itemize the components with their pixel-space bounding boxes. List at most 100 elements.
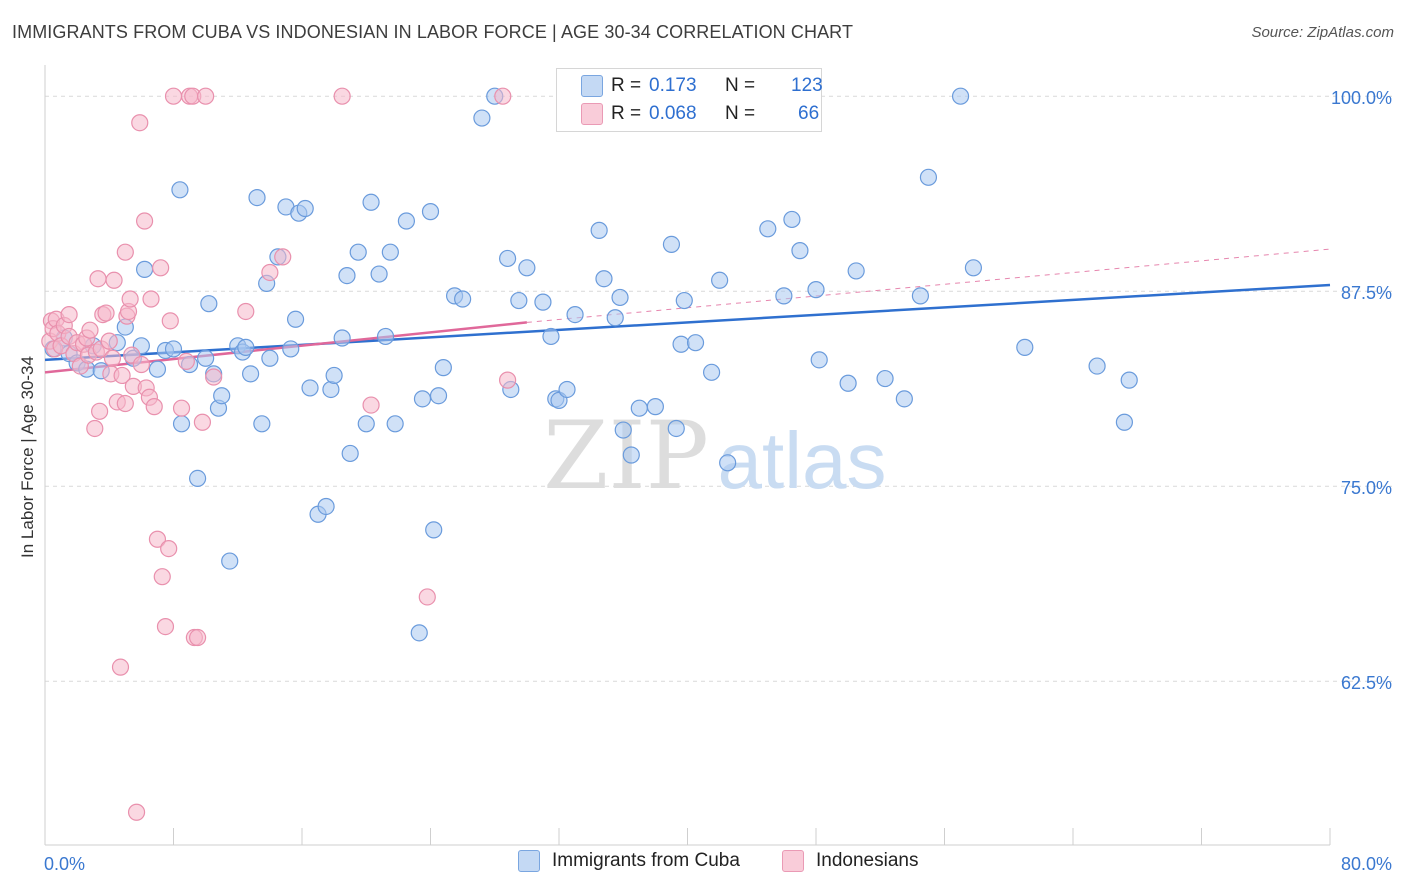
indonesian-point <box>116 243 134 261</box>
cuba-point <box>510 291 528 310</box>
cuba-point <box>518 259 536 277</box>
indonesian-point <box>499 371 517 389</box>
cuba-point <box>362 193 380 211</box>
cuba-point <box>473 109 491 127</box>
cuba-point <box>282 340 300 358</box>
stats-legend: R = 0.173 N = 123 R = 0.068 N = 66 <box>556 68 823 132</box>
y-tick-label: 100.0% <box>1331 88 1392 108</box>
cuba-point <box>188 469 207 487</box>
cuba-point <box>499 249 517 268</box>
cuba-point <box>847 262 865 280</box>
indonesian-point <box>156 617 175 636</box>
legend-n-value: 66 <box>798 103 820 124</box>
cuba-point <box>237 338 255 356</box>
cuba-point <box>213 387 231 405</box>
cuba-point <box>911 287 930 305</box>
cuba-point <box>686 334 705 352</box>
cuba-point <box>1088 357 1106 375</box>
cuba-point <box>425 521 443 539</box>
cuba-point <box>566 306 584 324</box>
y-axis-label: In Labor Force | Age 30-34 <box>18 356 37 558</box>
cuba-point <box>172 415 191 433</box>
cuba-point <box>783 210 801 229</box>
cuba-point <box>895 390 913 408</box>
cuba-point <box>386 415 404 433</box>
cuba-point <box>542 327 560 346</box>
indonesian-point <box>188 628 207 647</box>
cuba-point <box>376 327 395 346</box>
cuba-swatch <box>581 75 603 97</box>
indonesian-point <box>197 87 215 105</box>
cuba-point <box>421 203 440 221</box>
cuba-point <box>197 349 215 367</box>
cuba-point <box>341 444 359 463</box>
cuba-point <box>381 243 399 261</box>
indonesian-point <box>121 290 139 308</box>
cuba-point <box>410 624 428 642</box>
cuba-point <box>675 291 693 310</box>
cuba-point <box>325 366 343 385</box>
cuba-point <box>919 168 938 186</box>
indonesian-point <box>103 349 122 367</box>
cuba-point <box>759 220 777 238</box>
indonesian-point <box>97 304 115 322</box>
x-tick-label: 0.0% <box>44 854 85 874</box>
cuba-point <box>876 369 894 388</box>
cuba-point <box>413 390 432 408</box>
indonesian-point <box>418 588 436 606</box>
legend-item-indo: Indonesians <box>782 850 918 872</box>
cuba-point <box>791 242 809 260</box>
cuba-point <box>261 349 279 367</box>
grid-layer <box>45 95 1392 682</box>
indonesian-point <box>148 530 167 548</box>
legend-r-value: 0.173 <box>649 75 697 96</box>
cuba-point <box>429 387 448 405</box>
legend-label-cuba: Immigrants from Cuba <box>552 850 740 871</box>
indonesian-point <box>153 568 171 586</box>
cuba-point <box>221 552 239 570</box>
watermark: ZIP atlas <box>543 402 886 511</box>
cuba-point <box>558 380 576 399</box>
indonesian-point <box>113 366 131 385</box>
x-tick-label: 80.0% <box>1341 854 1392 874</box>
indonesian-point <box>111 658 130 676</box>
cuba-point <box>719 454 737 472</box>
cuba-point <box>434 359 452 377</box>
legend-r-value: 0.068 <box>649 103 697 124</box>
watermark-atlas: atlas <box>718 416 887 505</box>
indonesian-point <box>205 368 223 386</box>
cuba-point <box>242 365 260 383</box>
indonesian-point <box>161 312 179 330</box>
cuba-point <box>286 310 305 328</box>
cuba-point <box>357 415 375 433</box>
cuba-point <box>807 281 825 299</box>
legend-r-label: R = <box>611 75 642 96</box>
indonesian-point <box>160 539 178 558</box>
cuba-point <box>317 497 335 516</box>
cuba-point <box>951 87 970 105</box>
cuba-point <box>611 288 629 307</box>
y-tick-label: 87.5% <box>1341 283 1392 303</box>
indonesian-point <box>127 803 146 821</box>
indo-swatch <box>581 103 603 125</box>
indonesian-point <box>105 271 123 289</box>
indonesian-trend-extension <box>526 248 1331 323</box>
indonesian-point <box>177 352 195 370</box>
indonesian-point <box>193 413 212 431</box>
cuba-point <box>590 221 608 239</box>
indonesian-point <box>89 270 107 288</box>
cuba-point <box>839 374 857 392</box>
y-tick-label: 75.0% <box>1341 478 1392 498</box>
legend-item-cuba: Immigrants from Cuba <box>518 850 740 872</box>
y-tick-label: 62.5% <box>1341 673 1392 693</box>
indo-legend-swatch <box>782 850 804 872</box>
cuba-point <box>775 287 793 305</box>
cuba-point <box>667 419 685 438</box>
indonesian-point <box>135 212 154 230</box>
cuba-point <box>164 340 183 358</box>
legend-n-value: 123 <box>791 75 823 96</box>
indonesian-point <box>261 263 279 282</box>
indonesian-point <box>145 398 163 416</box>
cuba-point <box>672 335 690 353</box>
